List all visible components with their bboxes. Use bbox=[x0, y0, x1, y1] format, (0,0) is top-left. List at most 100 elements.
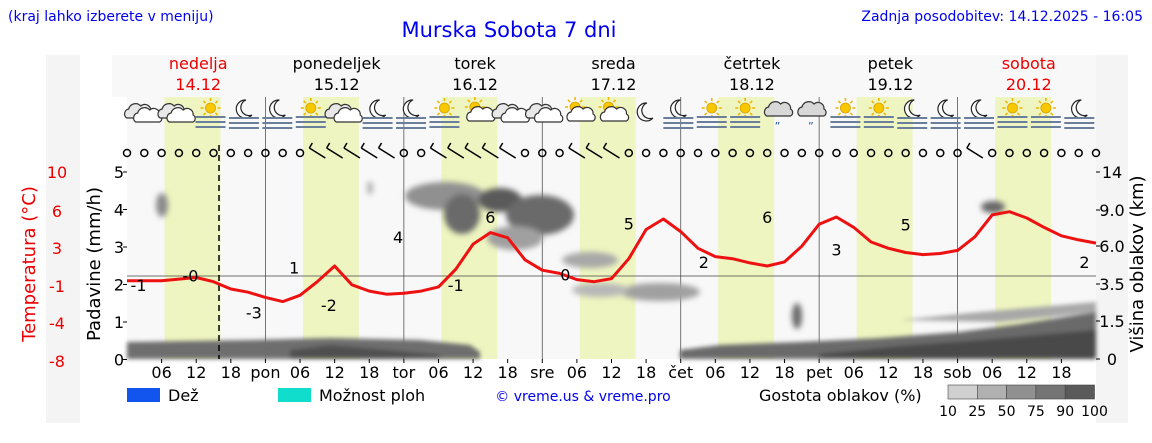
moon-icon bbox=[937, 99, 955, 119]
temperature-series bbox=[127, 210, 1097, 304]
temperature-tick: -8 bbox=[49, 352, 65, 371]
wind-barb-shaft bbox=[447, 147, 465, 159]
temperature-label: -0 bbox=[182, 267, 198, 286]
sun-ray bbox=[579, 99, 583, 103]
calm-wind-icon bbox=[243, 148, 253, 158]
cloud-icon bbox=[763, 101, 794, 117]
sun-ray bbox=[716, 112, 720, 116]
sun-cloud-icon bbox=[565, 97, 596, 122]
calm-wind-icon bbox=[1057, 148, 1066, 158]
x-tick-label: sre bbox=[530, 363, 554, 382]
calm-wind-icon bbox=[762, 148, 772, 158]
sun-ray bbox=[837, 100, 842, 104]
x-tick-label: 12 bbox=[878, 363, 898, 382]
moon-fog-icon bbox=[228, 99, 259, 129]
calm-wind-icon bbox=[659, 148, 668, 158]
x-tick-label: 18 bbox=[913, 363, 933, 382]
sun-ray bbox=[1016, 112, 1021, 116]
cloud-height-tick: 6.0 bbox=[1099, 237, 1124, 256]
wind-barb-shaft bbox=[464, 147, 482, 159]
cloud-legend-step: 90 bbox=[1056, 404, 1074, 420]
wind-barb-icon bbox=[360, 142, 378, 159]
sun-icon bbox=[706, 102, 718, 114]
low-cloud-layer bbox=[290, 345, 440, 359]
cloud-legend-swatch bbox=[976, 384, 1007, 400]
wind-barb-flag bbox=[447, 142, 452, 149]
wind-barb-flag bbox=[481, 142, 487, 149]
cloud-height-tick: 3.5 bbox=[1099, 275, 1124, 294]
legend-rain-label: Dež bbox=[168, 386, 199, 405]
x-tick-label: 18 bbox=[497, 363, 517, 382]
temperature-axis-title: Temperatura (°C) bbox=[19, 186, 40, 343]
day-date: 15.12 bbox=[314, 75, 360, 94]
cloud-legend-swatch bbox=[1006, 384, 1037, 400]
cloud-icon bbox=[533, 107, 564, 123]
cloud-legend-swatch bbox=[947, 384, 978, 400]
calm-wind-icon bbox=[122, 148, 132, 158]
cloud-legend-step: 50 bbox=[998, 404, 1016, 420]
sun-icon bbox=[305, 102, 317, 114]
day-labels: nedelja 14.12 ponedeljek 15.12 torek 16.12 sre… bbox=[169, 54, 1056, 94]
moon-icon bbox=[1071, 99, 1088, 119]
wind-barb-shaft bbox=[568, 147, 586, 159]
moon-icon bbox=[970, 99, 988, 119]
calm-wind-icon bbox=[987, 148, 997, 158]
wind-barb-icon bbox=[481, 142, 499, 159]
sun-ray bbox=[479, 99, 483, 103]
calm-wind-icon bbox=[1022, 148, 1032, 158]
calm-wind-icon bbox=[226, 148, 236, 158]
region-hint[interactable]: (kraj lahko izberete v meniju) bbox=[8, 9, 214, 25]
cloudy-icon bbox=[157, 103, 196, 123]
temperature-label: 2 bbox=[699, 253, 709, 272]
precipitation-axis-title: Padavine (mm/h) bbox=[84, 187, 105, 341]
sun-ray bbox=[849, 100, 854, 104]
weather-icon-row: ”” bbox=[124, 97, 1095, 133]
sun-icon bbox=[1007, 102, 1018, 114]
calm-wind-icon bbox=[866, 148, 876, 158]
x-tick-label: 12 bbox=[1017, 363, 1037, 382]
x-tick-label: 12 bbox=[463, 363, 483, 382]
day-name: petek bbox=[868, 54, 914, 73]
daylight-band bbox=[718, 97, 775, 359]
wind-barb-shaft bbox=[603, 147, 620, 159]
sun-ray bbox=[1050, 100, 1054, 104]
day-header-strip bbox=[112, 55, 1096, 97]
day-date: 18.12 bbox=[729, 75, 775, 94]
day-date: 17.12 bbox=[591, 75, 637, 94]
moon-fog-icon bbox=[897, 99, 928, 129]
cloud-legend-step: 100 bbox=[1081, 404, 1108, 420]
calm-wind-icon bbox=[295, 148, 305, 158]
wind-barb-shaft bbox=[378, 147, 395, 159]
moon-icon bbox=[235, 99, 253, 119]
temperature-tick: -1 bbox=[49, 277, 65, 296]
wind-barb-shaft bbox=[430, 147, 447, 159]
sun-ray bbox=[436, 112, 441, 116]
temperature-tick: 10 bbox=[47, 163, 67, 182]
left-axis-strip bbox=[46, 55, 80, 423]
precipitation-tick: 2 bbox=[114, 276, 124, 295]
x-tick-label: pon bbox=[250, 363, 280, 382]
sun-ray bbox=[749, 100, 753, 104]
calm-wind-icon bbox=[901, 148, 910, 158]
temperature-value-labels: -1 -0 -3 1 -2 4 -1 6 0 5 2 6 3 5 2 bbox=[131, 208, 1090, 322]
calm-wind-icon bbox=[849, 148, 858, 158]
wind-barb-flag bbox=[360, 142, 365, 149]
cloud-legend-swatch bbox=[1035, 384, 1066, 400]
temperature-label: -2 bbox=[321, 296, 337, 315]
cloud-legend-title: Gostota oblakov (%) bbox=[759, 386, 922, 405]
cloud-blob bbox=[156, 193, 168, 217]
day-name: ponedeljek bbox=[293, 54, 382, 73]
daylight-band bbox=[579, 97, 636, 359]
x-tick-label: 06 bbox=[428, 363, 448, 382]
sun-ray bbox=[214, 112, 219, 116]
cloud-height-tick: 1.5 bbox=[1099, 312, 1124, 331]
sun-ray bbox=[1038, 100, 1042, 104]
temperature-label: 5 bbox=[624, 214, 634, 233]
credit-link[interactable]: © vreme.us & vreme.pro bbox=[495, 389, 670, 405]
legend-storm-label: Možnost ploh bbox=[319, 386, 425, 405]
wind-barb-icon bbox=[325, 142, 344, 159]
wind-barb-shaft bbox=[360, 147, 378, 159]
calm-wind-icon bbox=[1074, 148, 1083, 158]
sun-ray bbox=[837, 112, 842, 116]
moon-icon bbox=[636, 102, 654, 122]
